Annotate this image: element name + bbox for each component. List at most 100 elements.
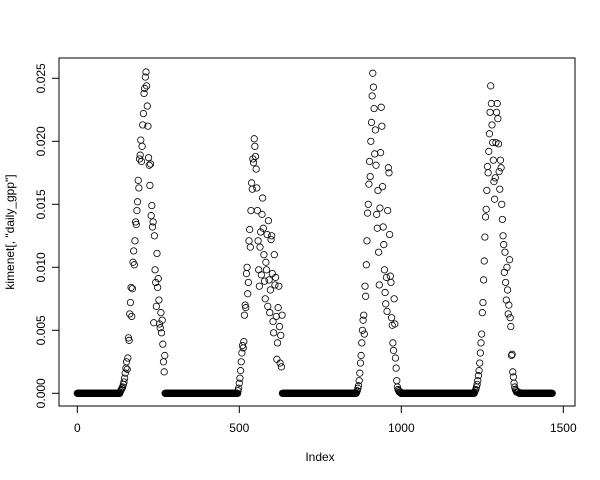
data-point bbox=[245, 237, 253, 245]
data-point bbox=[488, 121, 496, 129]
data-point bbox=[378, 122, 386, 130]
data-point bbox=[359, 316, 367, 324]
data-point bbox=[358, 339, 366, 347]
data-point bbox=[373, 224, 381, 232]
data-point bbox=[244, 278, 252, 287]
data-point bbox=[505, 301, 513, 309]
y-tick-label: 0.015 bbox=[34, 189, 48, 219]
data-point bbox=[384, 207, 392, 215]
data-point bbox=[476, 349, 484, 357]
data-point bbox=[371, 126, 379, 134]
y-tick-label: 0.005 bbox=[34, 315, 48, 345]
data-point bbox=[240, 311, 249, 319]
data-point bbox=[152, 302, 160, 310]
data-point bbox=[375, 248, 383, 256]
data-point bbox=[378, 183, 387, 191]
data-point bbox=[137, 136, 145, 144]
data-point bbox=[363, 237, 371, 245]
data-point bbox=[144, 122, 152, 130]
data-point bbox=[503, 286, 512, 294]
data-point bbox=[277, 331, 285, 339]
x-tick-label: 500 bbox=[229, 421, 249, 435]
data-point bbox=[483, 162, 492, 171]
data-point bbox=[152, 278, 160, 287]
data-point bbox=[374, 186, 382, 195]
data-point bbox=[236, 374, 244, 382]
data-point bbox=[271, 273, 280, 281]
data-point bbox=[243, 263, 251, 271]
data-point bbox=[253, 184, 261, 192]
data-point bbox=[502, 278, 510, 287]
data-point bbox=[360, 330, 368, 338]
data-point bbox=[391, 320, 399, 328]
data-point bbox=[141, 73, 149, 81]
data-point bbox=[156, 320, 164, 328]
data-point bbox=[275, 322, 284, 331]
data-point bbox=[548, 389, 556, 397]
data-point bbox=[160, 368, 168, 376]
data-point bbox=[266, 309, 274, 317]
data-point bbox=[154, 275, 162, 283]
data-point bbox=[122, 358, 131, 366]
data-point bbox=[499, 232, 507, 240]
data-point bbox=[139, 121, 147, 129]
data-point bbox=[257, 228, 265, 236]
data-point bbox=[386, 230, 394, 239]
data-point bbox=[146, 160, 155, 168]
data-point bbox=[391, 354, 400, 362]
data-point bbox=[483, 186, 491, 195]
data-point bbox=[157, 329, 166, 337]
data-point bbox=[157, 309, 165, 317]
data-point bbox=[273, 339, 282, 347]
data-point bbox=[362, 261, 370, 269]
data-point bbox=[386, 272, 394, 280]
data-point bbox=[258, 210, 266, 218]
data-point bbox=[514, 388, 523, 396]
data-point bbox=[383, 307, 391, 315]
data-point bbox=[137, 157, 146, 166]
data-point bbox=[367, 118, 376, 127]
data-point bbox=[357, 351, 365, 360]
data-point bbox=[270, 251, 278, 259]
data-point bbox=[278, 311, 286, 319]
data-point bbox=[150, 232, 159, 240]
data-point bbox=[395, 387, 403, 395]
data-point bbox=[496, 156, 505, 164]
data-point bbox=[365, 180, 373, 188]
data-point bbox=[496, 185, 504, 193]
data-point bbox=[494, 140, 503, 148]
data-point bbox=[242, 304, 250, 312]
data-point bbox=[126, 310, 134, 318]
data-point bbox=[250, 135, 258, 143]
data-point bbox=[130, 247, 138, 255]
data-point bbox=[478, 309, 486, 317]
data-point bbox=[481, 233, 489, 241]
data-point bbox=[127, 283, 135, 292]
data-point bbox=[249, 159, 258, 167]
data-point bbox=[121, 369, 129, 377]
data-point bbox=[159, 340, 167, 348]
data-point bbox=[369, 83, 378, 91]
data-point bbox=[494, 115, 502, 123]
data-point bbox=[261, 295, 269, 303]
data-point bbox=[371, 150, 379, 158]
data-point bbox=[135, 184, 143, 192]
data-point bbox=[235, 379, 243, 387]
data-point bbox=[358, 326, 367, 334]
data-point bbox=[159, 358, 168, 366]
data-point bbox=[495, 167, 503, 176]
data-point bbox=[140, 89, 148, 98]
data-point bbox=[156, 324, 164, 332]
data-point bbox=[477, 339, 485, 347]
data-point bbox=[376, 149, 385, 157]
data-point bbox=[498, 215, 506, 224]
data-point bbox=[491, 174, 499, 182]
data-point bbox=[143, 102, 151, 110]
data-point bbox=[485, 130, 494, 138]
data-point bbox=[390, 295, 398, 303]
data-point bbox=[478, 330, 486, 338]
data-point bbox=[139, 109, 147, 118]
data-point bbox=[492, 108, 501, 116]
data-point bbox=[474, 377, 482, 385]
y-tick-label: 0.010 bbox=[34, 252, 48, 282]
